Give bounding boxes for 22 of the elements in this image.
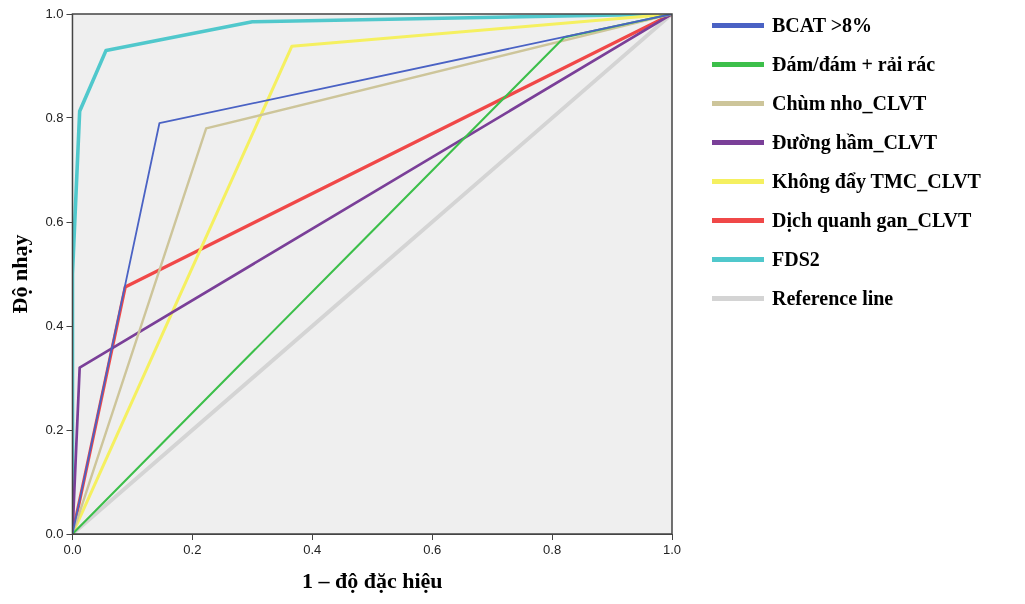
legend-label: Đường hầm_CLVT — [772, 131, 938, 154]
legend-label: BCAT >8% — [772, 14, 873, 37]
y-tick-label: 0.8 — [45, 109, 64, 125]
x-tick-label: 0.4 — [303, 542, 322, 558]
legend-label: Reference line — [772, 287, 894, 310]
x-tick-label: 0.6 — [423, 542, 442, 558]
y-axis-title: Độ nhạy — [6, 234, 32, 314]
legend-label: Đám/đám + rải rác — [772, 53, 936, 76]
legend-label: Không đẩy TMC_CLVT — [772, 170, 981, 193]
legend-label: Chùm nho_CLVT — [772, 92, 927, 115]
legend-label: Dịch quanh gan_CLVT — [772, 209, 972, 232]
y-tick-label: 0.0 — [45, 525, 64, 541]
x-tick-label: 0.2 — [183, 542, 202, 558]
y-tick-label: 0.4 — [45, 317, 64, 333]
x-tick-label: 0.8 — [543, 542, 562, 558]
legend-label: FDS2 — [772, 248, 820, 271]
y-tick-label: 0.6 — [45, 213, 64, 229]
x-axis-title: 1 – độ đặc hiệu — [301, 568, 443, 594]
x-tick-label: 0.0 — [63, 542, 82, 558]
x-tick-label: 1.0 — [662, 542, 682, 558]
y-tick-label: 1.0 — [45, 5, 64, 21]
y-tick-label: 0.2 — [45, 421, 64, 437]
